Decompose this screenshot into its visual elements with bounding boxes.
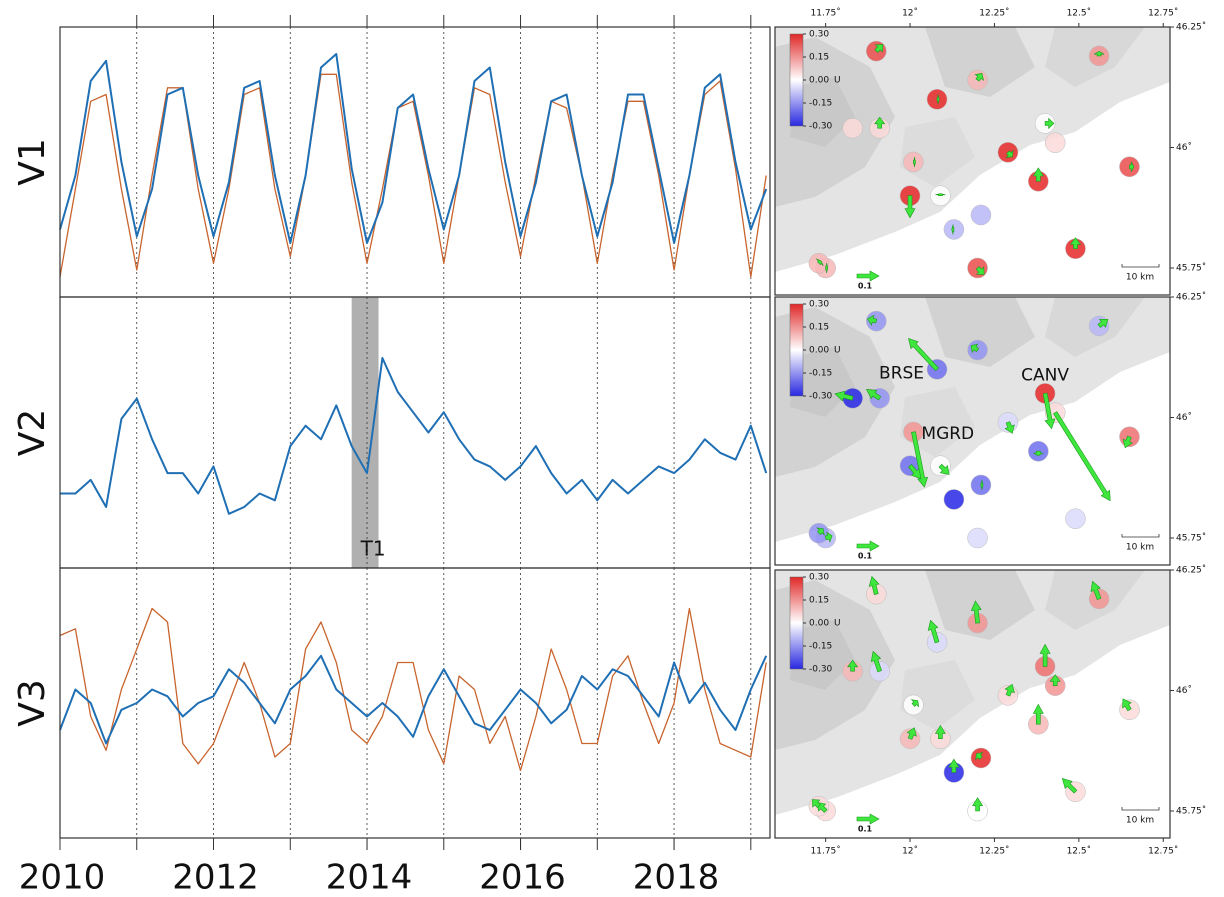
x-tick-label: 2014 — [326, 858, 413, 897]
station — [968, 528, 988, 548]
x-tick-label: 12˚ — [902, 846, 918, 857]
y-tick-label: 45.75˚ — [1176, 263, 1206, 274]
displacement-arrow — [812, 800, 820, 808]
colorbar-tick-label: 0.00 — [809, 346, 829, 356]
colorbar — [790, 304, 803, 396]
colorbar-tick-label: -0.30 — [809, 665, 833, 675]
reference-arrow — [857, 271, 879, 281]
colorbar-tick-label: -0.15 — [809, 642, 832, 652]
series-line — [60, 54, 766, 243]
colorbar — [790, 577, 803, 669]
series-line — [60, 609, 766, 771]
y-axis-label: V3 — [12, 679, 53, 727]
interval-label: T1 — [360, 537, 386, 561]
x-tick-label: 12.5˚ — [1067, 8, 1092, 19]
colorbar-tick-label: 0.15 — [809, 323, 829, 333]
y-tick-label: 46˚ — [1176, 142, 1192, 153]
x-tick-label: 12.25˚ — [979, 8, 1009, 19]
x-tick-label: 11.75˚ — [811, 8, 841, 19]
colorbar-label: U — [834, 619, 841, 629]
station-name: MGRD — [921, 424, 974, 444]
station — [843, 118, 863, 138]
series-line — [60, 358, 766, 514]
x-tick-label: 2010 — [19, 858, 106, 897]
station — [944, 489, 964, 509]
scale-bar — [1122, 534, 1159, 537]
colorbar-tick-label: 0.00 — [809, 619, 829, 629]
scale-bar-label: 10 km — [1126, 543, 1154, 553]
figure: V1 T1 V2 2010 2012 2014 2016 2018 V3 11.75˚ 12˚ 12.… — [0, 0, 1224, 897]
scale-bar-label: 10 km — [1126, 273, 1154, 283]
scale-bar-label: 10 km — [1126, 816, 1154, 826]
colorbar-tick-label: -0.15 — [809, 99, 832, 109]
terrain-background — [775, 297, 1170, 542]
station — [1065, 509, 1085, 529]
x-tick-label: 2012 — [172, 858, 259, 897]
y-tick-label: 45.75˚ — [1176, 533, 1206, 544]
colorbar-tick-label: -0.30 — [809, 392, 833, 402]
reference-arrow — [857, 541, 879, 551]
station — [1045, 133, 1065, 153]
reference-arrow — [857, 814, 879, 824]
colorbar-tick-label: 0.30 — [809, 573, 829, 583]
colorbar-tick-label: 0.15 — [809, 53, 829, 63]
y-tick-label: 46.25˚ — [1176, 22, 1206, 33]
y-axis-label: V2 — [12, 409, 53, 457]
y-axis-label: V1 — [12, 138, 53, 186]
station — [971, 205, 991, 225]
x-tick-label: 12.75˚ — [1148, 8, 1178, 19]
colorbar-label: U — [834, 76, 841, 86]
colorbar-tick-label: 0.30 — [809, 30, 829, 40]
colorbar-tick-label: -0.30 — [809, 122, 833, 132]
displacement-arrow — [1054, 412, 1111, 501]
reference-arrow-label: 0.1 — [858, 552, 873, 561]
y-tick-label: 46˚ — [1176, 685, 1192, 696]
terrain-background — [775, 27, 1170, 272]
y-tick-label: 46˚ — [1176, 412, 1192, 423]
x-tick-label: 12˚ — [902, 8, 918, 19]
station-name: BRSE — [879, 363, 924, 383]
colorbar-tick-label: 0.15 — [809, 596, 829, 606]
colorbar-tick-label: -0.15 — [809, 369, 832, 379]
panel-frame — [60, 27, 770, 297]
y-tick-label: 46.25˚ — [1176, 292, 1206, 303]
displacement-arrow — [875, 45, 883, 53]
x-tick-label: 12.25˚ — [979, 846, 1009, 857]
x-tick-label: 2016 — [479, 858, 566, 897]
reference-arrow-label: 0.1 — [858, 825, 873, 834]
series-line — [60, 656, 766, 744]
colorbar-tick-label: 0.30 — [809, 300, 829, 310]
reference-arrow-label: 0.1 — [858, 282, 873, 291]
station-name: CANV — [1021, 365, 1069, 385]
y-tick-label: 46.25˚ — [1176, 565, 1206, 576]
x-tick-label: 12.5˚ — [1067, 846, 1092, 857]
panel-frame — [60, 297, 770, 568]
colorbar-label: U — [834, 346, 841, 356]
x-tick-label: 11.75˚ — [811, 846, 841, 857]
shaded-interval — [352, 297, 379, 568]
x-tick-label: 12.75˚ — [1148, 846, 1178, 857]
scale-bar — [1122, 264, 1159, 267]
terrain-background — [775, 570, 1170, 815]
x-tick-label: 2018 — [633, 858, 720, 897]
colorbar — [790, 34, 803, 126]
y-tick-label: 45.75˚ — [1176, 806, 1206, 817]
scale-bar — [1122, 807, 1159, 810]
colorbar-tick-label: 0.00 — [809, 76, 829, 86]
